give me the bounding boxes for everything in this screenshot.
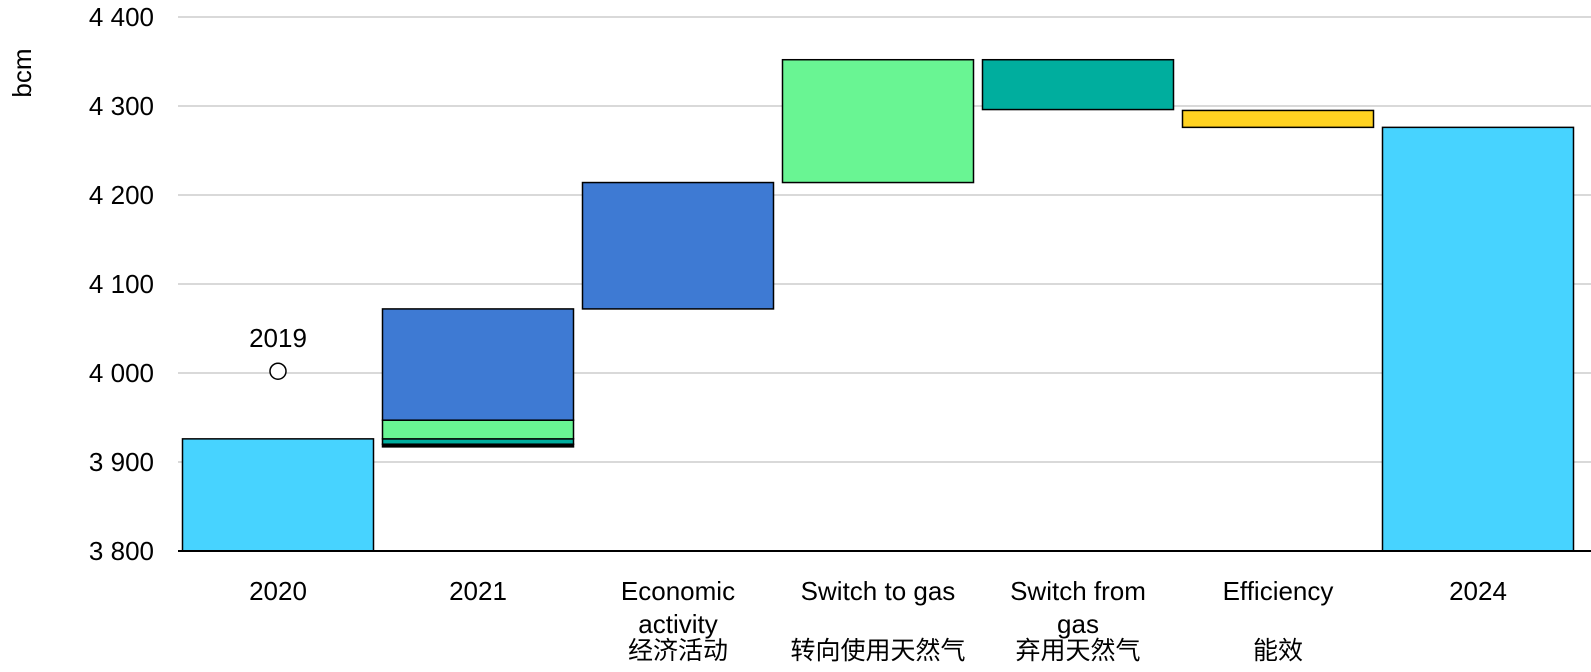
- annotations: 2019: [249, 323, 307, 380]
- x-tick-label: 2020: [249, 576, 307, 606]
- y-tick-label: 3 900: [89, 447, 154, 477]
- annotation-label: 2019: [249, 323, 307, 353]
- bar-segment: [581, 181, 775, 310]
- x-tick-label: Efficiency: [1223, 576, 1334, 606]
- y-tick-label: 4 400: [89, 2, 154, 32]
- marker-2019: [269, 362, 287, 380]
- bar-segment: [1381, 126, 1575, 552]
- bar-segment: [381, 308, 575, 421]
- bars: [181, 58, 1575, 552]
- bar-segment: [381, 438, 575, 445]
- y-tick-label: 4 300: [89, 91, 154, 121]
- x-tick-label: Economic: [621, 576, 735, 606]
- x-tick-label-cn: 经济活动: [628, 636, 728, 665]
- y-axis-label: bcm: [7, 48, 37, 97]
- bar-segment: [381, 419, 575, 440]
- y-tick-label: 4 000: [89, 358, 154, 388]
- x-tick-label: 2021: [449, 576, 507, 606]
- x-tick-label: gas: [1057, 609, 1099, 639]
- x-tick-label-cn: 转向使用天然气: [790, 636, 965, 665]
- x-tick-label-cn: 能效: [1253, 636, 1303, 665]
- bar-segment: [1181, 109, 1375, 129]
- bar-segment: [781, 58, 975, 184]
- x-tick-label: Switch from: [1010, 576, 1146, 606]
- y-tick-labels: 3 800 3 900 4 000 4 100 4 200 4 300 4 400: [89, 2, 154, 566]
- y-tick-label: 4 100: [89, 269, 154, 299]
- y-tick-label: 4 200: [89, 180, 154, 210]
- bar-segment: [181, 438, 375, 552]
- x-tick-label: activity: [638, 609, 717, 639]
- x-tick-label-cn: 弃用天然气: [1015, 636, 1140, 665]
- x-tick-label: Switch to gas: [801, 576, 956, 606]
- y-tick-label: 3 800: [89, 536, 154, 566]
- bar-segment: [981, 58, 1175, 111]
- x-tick-label: 2024: [1449, 576, 1507, 606]
